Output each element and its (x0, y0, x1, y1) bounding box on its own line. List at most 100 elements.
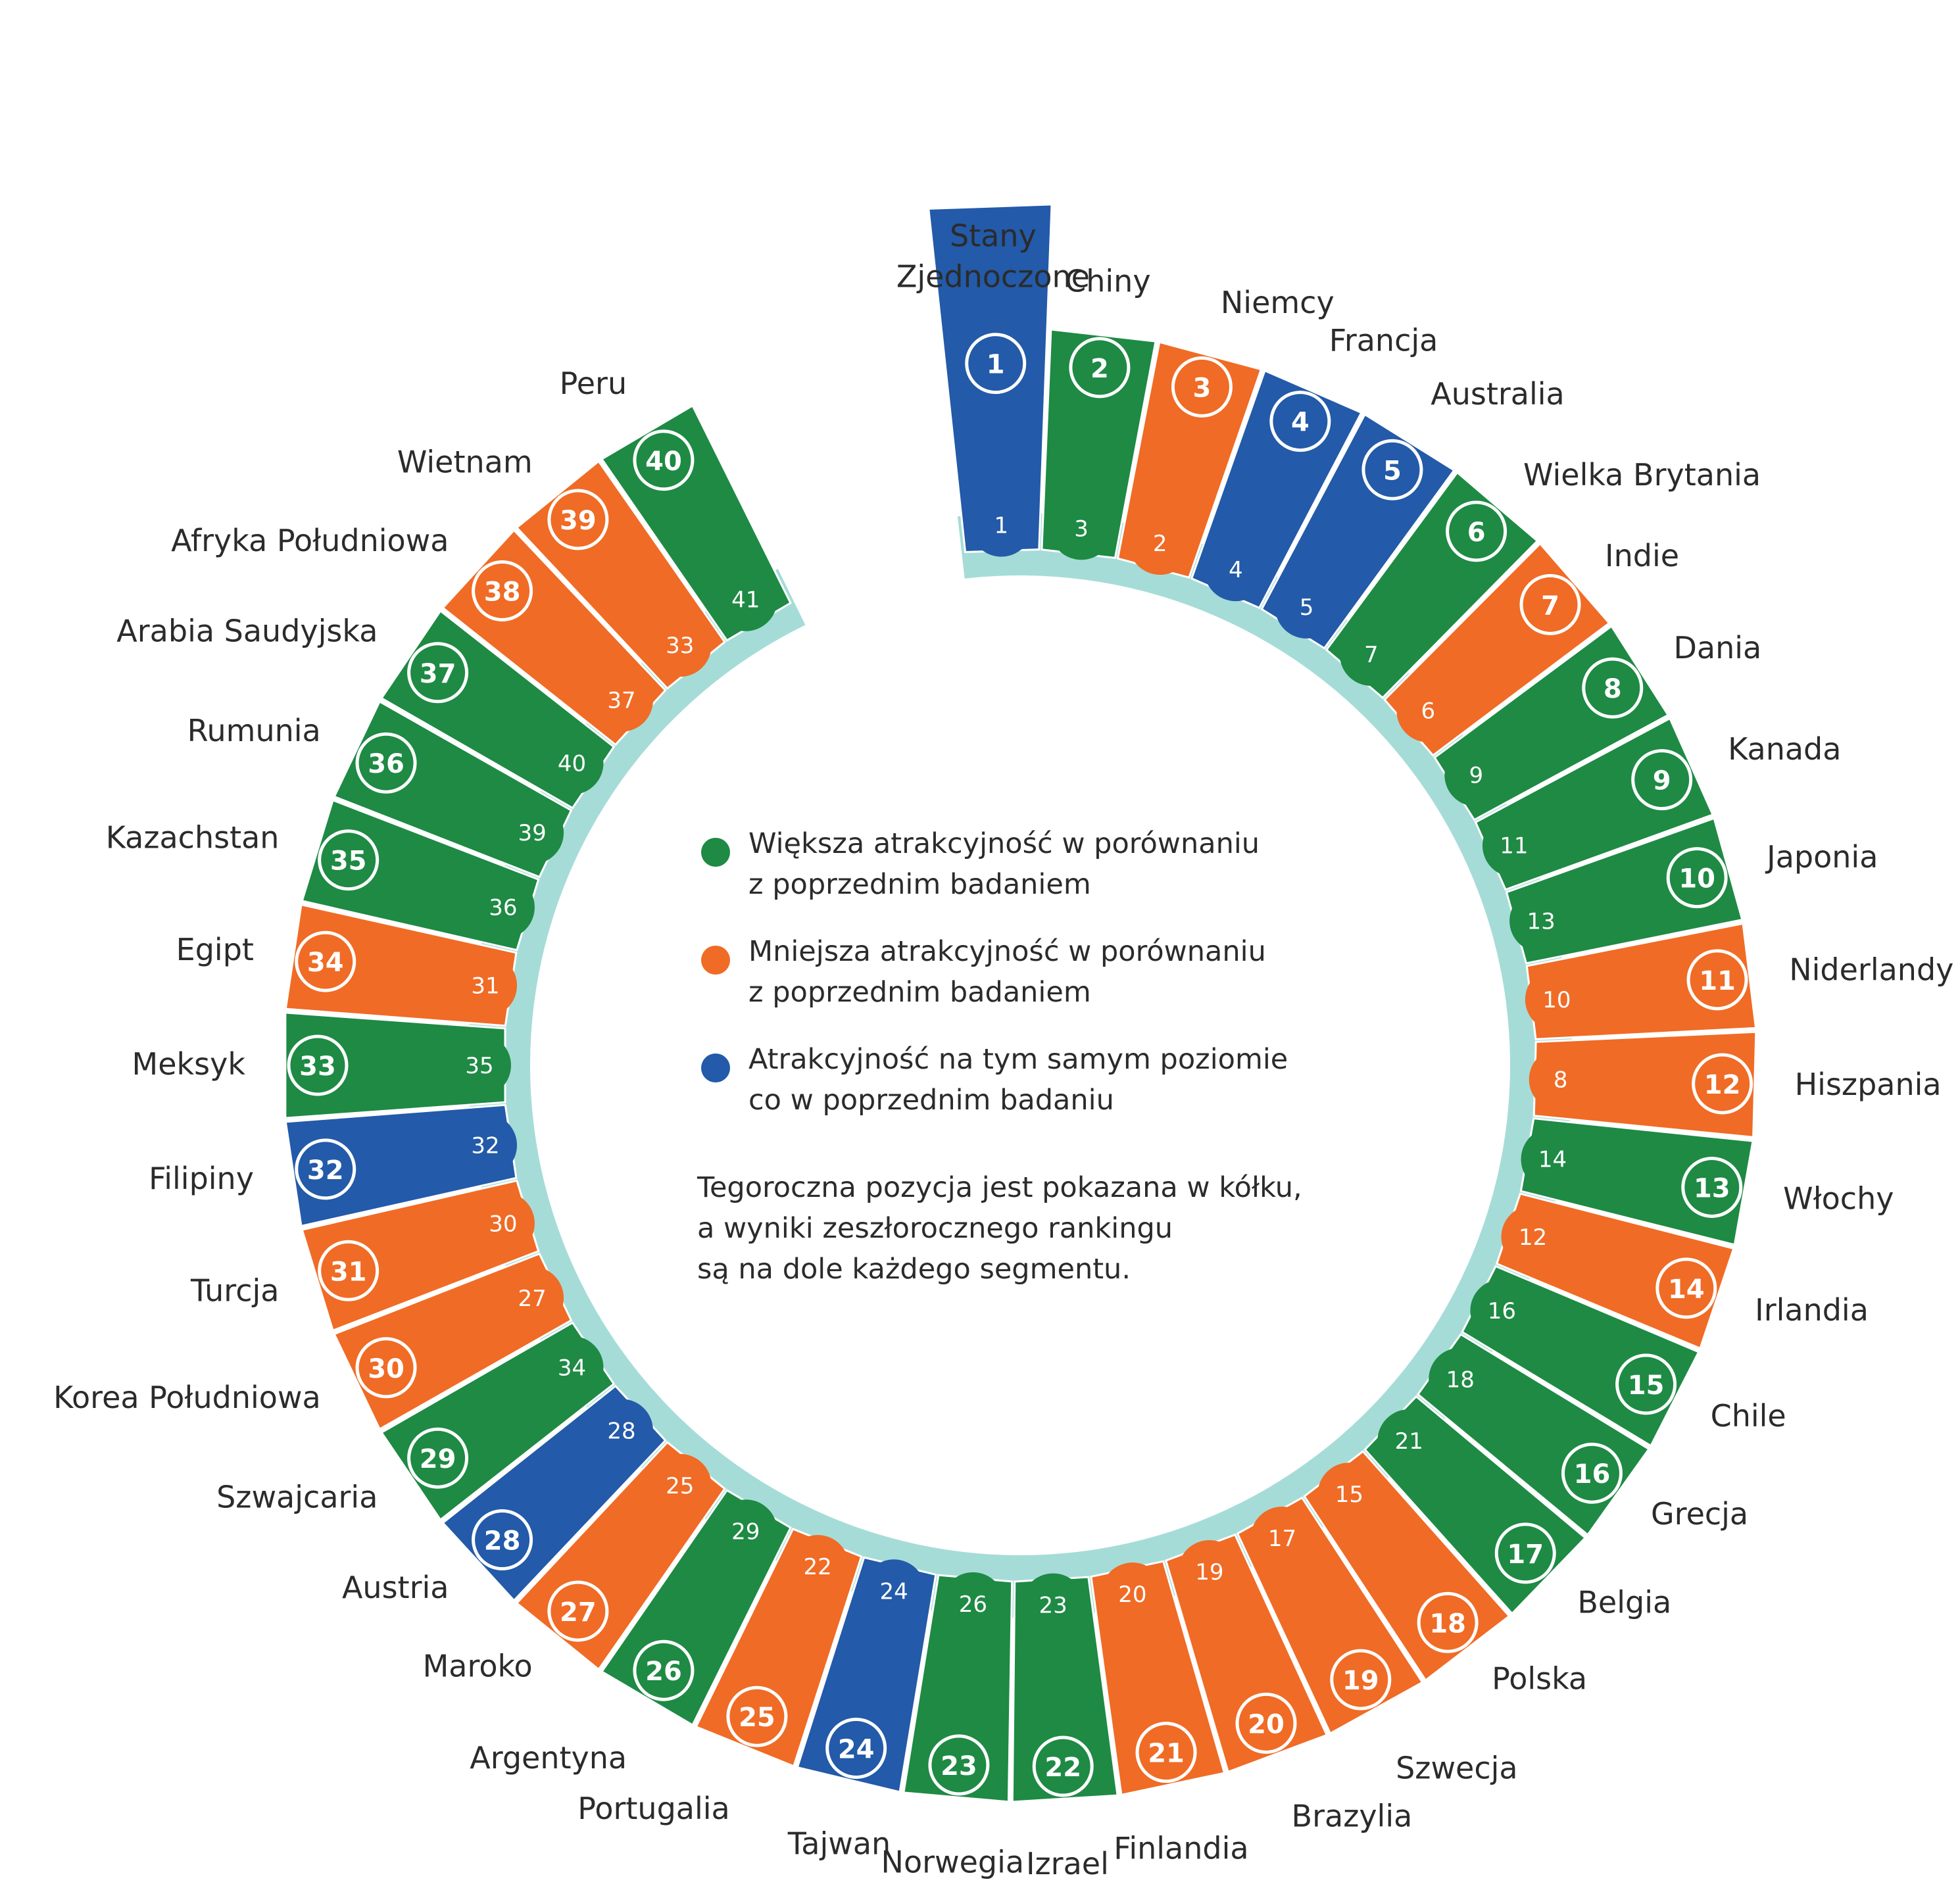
country-label: Chiny (1065, 264, 1150, 299)
country-label: Argentyna (470, 1740, 627, 1776)
country-label: Dania (1674, 630, 1762, 666)
segment-base (941, 1572, 1005, 1636)
country-label: Afryka Południowa (171, 523, 449, 558)
segment-10: 13 10 (1505, 817, 1744, 965)
segment-27: 25 27 (515, 1441, 726, 1671)
current-rank-label: 29 (420, 1444, 456, 1474)
segment-24: 24 24 (796, 1556, 937, 1793)
country-label: Finlandia (1114, 1830, 1248, 1866)
current-rank-label: 30 (368, 1354, 404, 1384)
segment-base (1396, 679, 1460, 742)
segment-9: 11 9 (1474, 717, 1715, 891)
country-label: Niderlandy (1789, 952, 1953, 987)
previous-rank-label: 33 (666, 633, 694, 659)
segment-36: 39 36 (333, 700, 573, 879)
current-rank-dot (928, 1734, 990, 1796)
legend-label-up: Większa atrakcyjność w porównaniu z popr… (748, 827, 1260, 901)
current-rank-label: 21 (1148, 1739, 1185, 1769)
current-rank-dot (1692, 1053, 1753, 1115)
segment-35: 36 35 (301, 798, 540, 952)
previous-rank-label: 4 (1229, 557, 1243, 583)
current-rank-dot (633, 1639, 695, 1701)
previous-rank-label: 9 (1469, 762, 1483, 788)
segment-17: 21 17 (1363, 1395, 1587, 1615)
current-rank-label: 28 (484, 1526, 521, 1557)
country-label: Irlandia (1755, 1292, 1869, 1328)
segment-base (471, 875, 535, 939)
segment-base (1525, 967, 1588, 1031)
country-label: Norwegia (881, 1845, 1025, 1880)
legend-item-up: Większa atrakcyjność w porównaniu z popr… (691, 823, 1348, 905)
current-rank-label: 33 (299, 1052, 336, 1082)
current-rank-dot (1681, 1156, 1743, 1218)
current-rank-label: 7 (1541, 591, 1559, 621)
current-rank-dot (407, 1427, 469, 1489)
segment-28: 28 28 (441, 1384, 667, 1602)
segment-11: 10 11 (1525, 922, 1757, 1040)
current-rank-dot (1135, 1722, 1197, 1783)
previous-rank-label: 20 (1118, 1582, 1146, 1608)
country-label: Brazylia (1292, 1798, 1413, 1833)
country-label: Szwecja (1396, 1750, 1518, 1785)
country-label: Kanada (1728, 731, 1841, 767)
segment-34: 31 34 (284, 903, 518, 1027)
country-label: Wietnam (397, 445, 533, 480)
legend-item-down: Mniejsza atrakcyjność w porównaniu z pop… (691, 931, 1348, 1013)
current-rank-dot (1171, 356, 1233, 418)
current-rank-dot (547, 489, 609, 550)
current-rank-label: 27 (560, 1597, 597, 1628)
current-rank-label: 10 (1678, 864, 1715, 894)
current-rank-dot (825, 1717, 887, 1779)
segment-base (969, 493, 1033, 557)
current-rank-dot (547, 1580, 609, 1642)
previous-rank-label: 21 (1395, 1428, 1423, 1455)
current-rank-label: 1 (987, 350, 1005, 380)
current-rank-label: 35 (330, 846, 367, 877)
segment-8: 98 (1433, 625, 1670, 821)
country-label: Indie (1605, 538, 1679, 573)
segment-29: 34 29 (380, 1321, 616, 1522)
segment-37: 40 37 (380, 609, 616, 810)
current-rank-dot (472, 1509, 533, 1571)
segment-base (454, 954, 518, 1017)
country-label: Belgia (1577, 1584, 1671, 1620)
previous-rank-label: 14 (1538, 1147, 1567, 1173)
segment-3: 23 (1116, 341, 1263, 579)
current-rank-label: 25 (739, 1703, 775, 1733)
current-rank-label: 34 (307, 948, 344, 978)
country-label: Meksyk (132, 1046, 246, 1082)
current-rank-label: 8 (1604, 674, 1622, 704)
current-rank-dot (1655, 1257, 1717, 1319)
current-rank-dot (1235, 1692, 1297, 1754)
segment-25: 22 25 (695, 1528, 863, 1768)
current-rank-dot (1494, 1522, 1556, 1584)
country-label: Turcja (190, 1272, 279, 1308)
current-rank-label: 20 (1248, 1709, 1285, 1739)
current-rank-dot (965, 333, 1027, 395)
current-rank-dot (355, 732, 417, 794)
country-label: Austria (342, 1570, 449, 1605)
segment-base (648, 1453, 712, 1517)
current-rank-label: 17 (1507, 1539, 1544, 1570)
country-label: Maroko (423, 1648, 533, 1684)
previous-rank-label: 25 (666, 1473, 694, 1499)
segment-4: 44 (1190, 369, 1363, 610)
segment-base (589, 668, 653, 732)
segment-base (1050, 497, 1114, 560)
current-rank-label: 15 (1628, 1370, 1665, 1401)
current-rank-label: 36 (368, 749, 404, 779)
legend-label-same: Atrakcyjność na tym samym poziomie co w … (748, 1043, 1288, 1117)
current-rank-label: 11 (1699, 966, 1736, 996)
current-rank-label: 3 (1192, 373, 1211, 403)
segment-32: 32 32 (284, 1103, 518, 1228)
segment-base (1482, 813, 1546, 877)
segment-30: 27 30 (333, 1252, 573, 1431)
segment-base (1021, 1573, 1085, 1637)
previous-rank-label: 22 (803, 1554, 831, 1580)
